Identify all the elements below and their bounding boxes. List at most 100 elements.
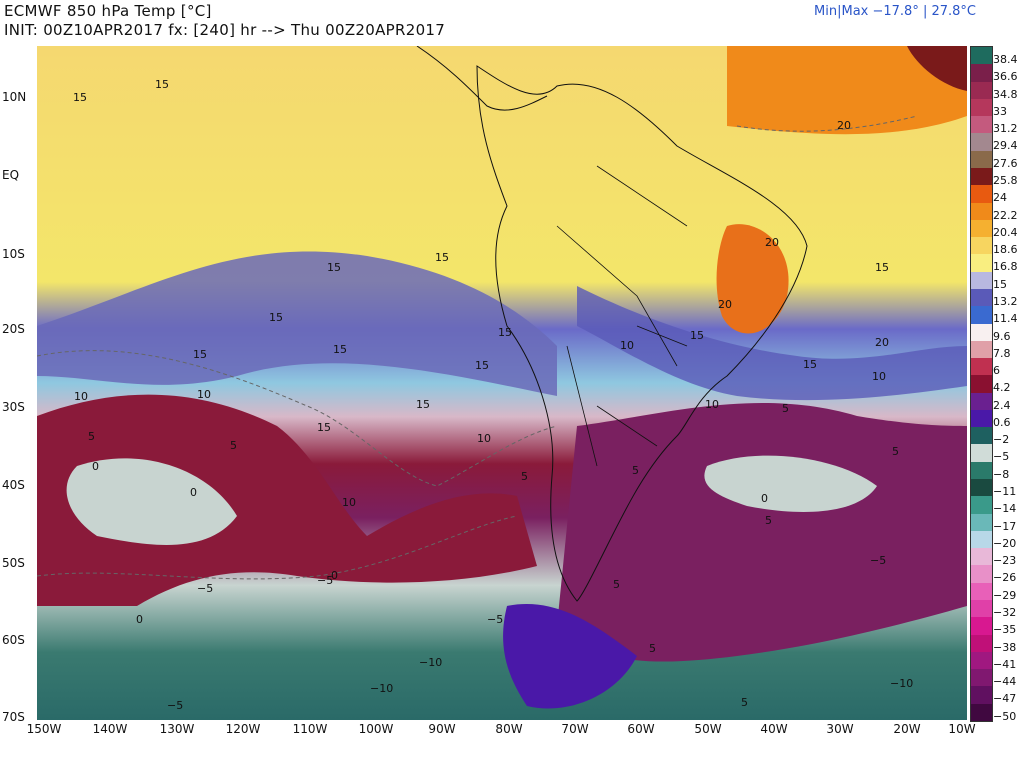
colorbar-label: 15 — [993, 277, 1007, 291]
colorbar-swatch — [971, 47, 992, 65]
contour-label: 5 — [765, 514, 772, 527]
colorbar-swatch — [971, 634, 992, 652]
colorbar-swatch — [971, 548, 992, 566]
lon-label: 60W — [627, 722, 655, 736]
colorbar-swatch — [971, 64, 992, 82]
colorbar-label: −5 — [993, 450, 1010, 464]
lon-label: 100W — [358, 722, 394, 736]
contour-label: 5 — [741, 696, 748, 709]
colorbar — [970, 46, 993, 722]
colorbar-swatch — [971, 219, 992, 238]
country-borders — [556, 165, 688, 467]
lon-label: 120W — [225, 722, 261, 736]
warm-belt-south-atlantic — [557, 403, 967, 662]
lon-label: 70W — [561, 722, 589, 736]
colorbar-label: 27.6 — [993, 156, 1018, 170]
contour-0c — [37, 515, 518, 580]
colorbar-label: −29 — [993, 588, 1017, 602]
colorbar-label: 24 — [993, 191, 1007, 205]
colorbar-label: −11 — [993, 485, 1017, 499]
colorbar-swatch — [971, 202, 992, 220]
colorbar-swatch — [971, 133, 992, 151]
warm-belt-south-pacific — [37, 394, 537, 606]
contour-label: 20 — [837, 119, 851, 132]
lon-label: 110W — [292, 722, 328, 736]
colorbar-swatch — [971, 461, 992, 480]
contour-10c — [37, 350, 558, 487]
colorbar-label: 33 — [993, 104, 1007, 118]
lon-label: 10W — [948, 722, 976, 736]
cool-core-pacific — [66, 458, 237, 545]
colorbar-swatch — [971, 167, 992, 186]
lon-label: 150W — [26, 722, 62, 736]
colorbar-swatch — [971, 116, 992, 134]
colorbar-swatch — [971, 565, 992, 583]
colorbar-label: 20.4 — [993, 225, 1018, 239]
colorbar-swatch — [971, 271, 992, 289]
contour-label: 5 — [613, 578, 620, 591]
colorbar-swatch — [971, 237, 992, 255]
colorbar-label: −26 — [993, 571, 1017, 585]
south-america-coastline — [476, 65, 808, 602]
colorbar-label: −32 — [993, 606, 1017, 620]
contour-label: 0 — [331, 569, 338, 582]
colorbar-label: 9.6 — [993, 329, 1011, 343]
colorbar-swatch — [971, 254, 992, 272]
contour-label: −5 — [870, 554, 886, 567]
colorbar-swatch — [971, 600, 992, 618]
colorbar-label: −17 — [993, 519, 1017, 533]
colorbar-label: 7.8 — [993, 346, 1011, 360]
colorbar-swatch — [971, 444, 992, 462]
contour-label: 20 — [765, 236, 779, 249]
colorbar-swatch — [971, 669, 992, 687]
band-15c — [37, 251, 557, 396]
temperature-map[interactable]: 15 15 15 15 15 15 15 15 15 15 15 15 15 1… — [37, 46, 967, 720]
colorbar-label: −50 — [993, 709, 1017, 723]
contour-label: 15 — [269, 311, 283, 324]
contour-label: 15 — [416, 398, 430, 411]
band-15c-east — [577, 286, 967, 401]
contour-label: 15 — [475, 359, 489, 372]
colorbar-swatch — [971, 651, 992, 670]
colorbar-label: −23 — [993, 554, 1017, 568]
colorbar-swatch — [971, 358, 992, 376]
colorbar-swatch — [971, 513, 992, 531]
lat-label: 60S — [2, 633, 25, 647]
contour-label: −10 — [370, 682, 393, 695]
contour-label: 5 — [892, 445, 899, 458]
colorbar-label: −20 — [993, 536, 1017, 550]
lon-label: 30W — [826, 722, 854, 736]
colorbar-label: 31.2 — [993, 122, 1018, 136]
contour-label: 5 — [632, 464, 639, 477]
colorbar-label: 22.2 — [993, 208, 1018, 222]
colorbar-label: 16.8 — [993, 260, 1018, 274]
lon-label: 140W — [92, 722, 128, 736]
colorbar-swatch — [971, 150, 992, 168]
colorbar-swatch — [971, 703, 992, 721]
contour-label: 0 — [761, 492, 768, 505]
warm-anomaly-brazil — [716, 224, 789, 334]
contour-label: 5 — [782, 402, 789, 415]
colorbar-label: 36.6 — [993, 70, 1018, 84]
lon-label: 80W — [495, 722, 523, 736]
contour-label: 10 — [477, 432, 491, 445]
colorbar-swatch — [971, 496, 992, 514]
contour-label: 15 — [690, 329, 704, 342]
contour-label: 5 — [88, 430, 95, 443]
contour-label: 10 — [342, 496, 356, 509]
contour-20c — [736, 115, 918, 132]
lat-label: 10S — [2, 247, 25, 261]
colorbar-swatch — [971, 392, 992, 410]
contour-label: −5 — [317, 574, 333, 587]
colorbar-label: 6 — [993, 364, 1000, 378]
title-line-2: INIT: 00Z10APR2017 fx: [240] hr --> Thu … — [4, 21, 446, 39]
contour-label: −5 — [167, 699, 183, 712]
lon-label: 50W — [694, 722, 722, 736]
contour-label: 5 — [521, 470, 528, 483]
colorbar-swatch — [971, 582, 992, 600]
colorbar-label: 18.6 — [993, 243, 1018, 257]
colorbar-label: 13.2 — [993, 294, 1018, 308]
contour-label: 0 — [92, 460, 99, 473]
lat-label: 70S — [2, 710, 25, 724]
colorbar-swatch — [971, 323, 992, 341]
